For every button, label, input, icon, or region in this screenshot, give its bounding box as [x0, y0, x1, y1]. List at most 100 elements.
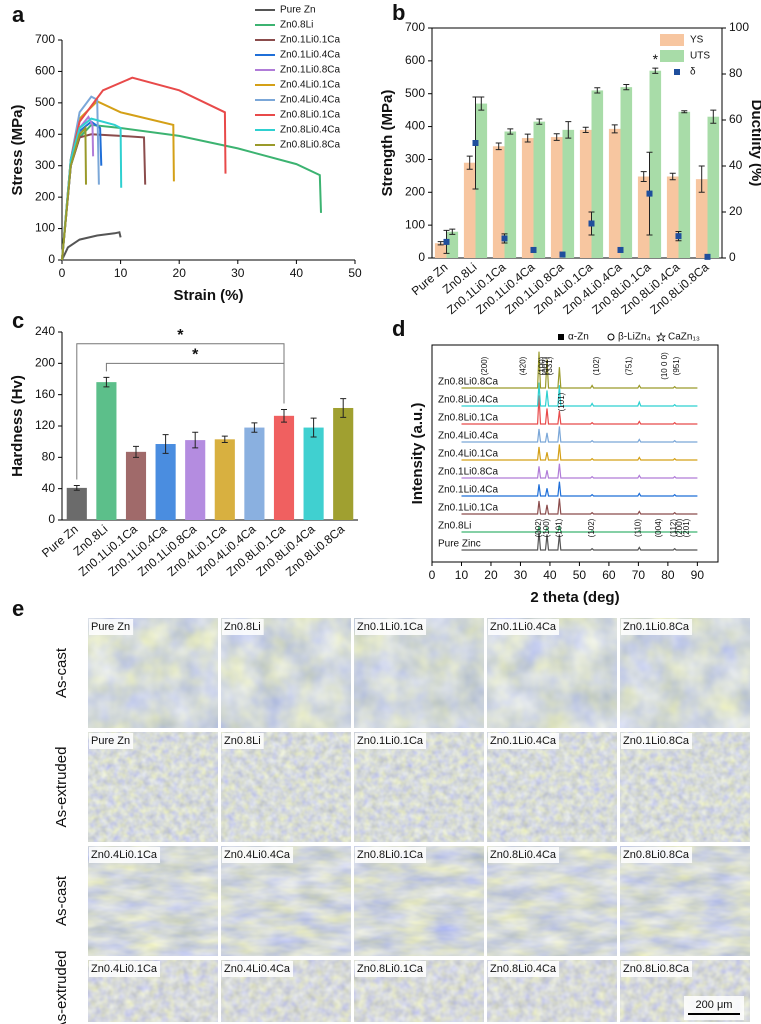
tile-label: Zn0.1Li0.8Ca — [623, 621, 690, 633]
error-bar — [623, 84, 630, 91]
error-bar — [669, 172, 676, 181]
legend-label: α-Zn — [568, 332, 589, 343]
row-label: As-extruded — [53, 747, 70, 828]
tile-label-bg — [621, 847, 693, 863]
tile-label-bg — [355, 619, 427, 635]
row-label: As-cast — [53, 875, 70, 926]
tile-label: Pure Zn — [91, 621, 130, 633]
tile-label: Zn0.4Li0.4Ca — [224, 849, 291, 861]
tile-label: Zn0.4Li0.4Ca — [224, 963, 291, 975]
error-bar — [340, 398, 347, 418]
peak-label: (102) — [592, 356, 601, 375]
bar — [579, 129, 592, 258]
y-tick-label: 160 — [35, 387, 55, 401]
plot-frame — [431, 27, 723, 259]
micrograph — [221, 846, 351, 956]
trace-label: Zn0.8Li0.4Ca — [438, 395, 498, 406]
bar — [533, 121, 546, 259]
y-tick-label: 240 — [35, 324, 55, 338]
micrograph — [354, 618, 484, 728]
error-bar — [710, 109, 717, 124]
tile-label-bg — [488, 619, 560, 635]
point — [472, 140, 479, 146]
peak-label: (004) — [654, 518, 663, 537]
legend-label: Zn0.8Li0.4Ca — [280, 125, 340, 136]
tile-label: Zn0.1Li0.4Ca — [490, 621, 557, 633]
xrd-trace — [461, 463, 698, 479]
y-tick-label: 200 — [35, 356, 55, 370]
micrograph — [620, 732, 750, 842]
tile-label: Zn0.8Li — [224, 735, 261, 747]
trace-label: Zn0.8Li0.8Ca — [438, 377, 498, 388]
curve — [61, 231, 122, 261]
peak-label: (101) — [557, 392, 566, 411]
peak-label: (110) — [634, 519, 643, 537]
x-tick-label: 50 — [573, 568, 587, 582]
row-label: As-cast — [53, 647, 70, 698]
tile-label: Zn0.4Li0.1Ca — [91, 849, 158, 861]
tile-label-bg — [89, 733, 134, 749]
y-tick-label: 120 — [35, 418, 55, 432]
micrograph — [221, 732, 351, 842]
micrograph — [487, 846, 617, 956]
significance-bracket — [105, 362, 285, 404]
legend-swatch — [674, 69, 680, 75]
y2-tick-label: 60 — [729, 112, 743, 126]
row-label: As-extruded — [53, 951, 70, 1024]
xrd-trace — [461, 524, 698, 533]
error-bar — [652, 67, 659, 74]
x-tick-label: 60 — [602, 568, 616, 582]
tile-label: Zn0.1Li0.8Ca — [623, 735, 690, 747]
scale-bar-label: 200 μm — [696, 999, 733, 1011]
y-tick-label: 500 — [35, 95, 55, 109]
tile-label-bg — [488, 961, 560, 977]
error-bar — [594, 87, 601, 94]
legend-symbol — [607, 333, 615, 341]
y-axis-label: Stress (MPa) — [9, 105, 26, 196]
legend-label: Zn0.8Li0.1Ca — [280, 110, 340, 121]
y2-tick-label: 40 — [729, 158, 743, 172]
y-axis-label: Intensity (a.u.) — [409, 403, 426, 505]
tile-label: Zn0.8Li — [224, 621, 261, 633]
panel-label: e — [12, 596, 24, 621]
tile-label-bg — [222, 619, 264, 635]
error-bar — [221, 435, 228, 443]
tile-label-bg — [621, 961, 693, 977]
legend-label: Zn0.1Li0.4Ca — [280, 50, 340, 61]
point — [443, 238, 450, 245]
peak-label: (10 0 0) — [660, 352, 669, 380]
legend-label: δ — [690, 67, 696, 78]
bar — [185, 440, 206, 520]
bar — [591, 90, 604, 258]
peak-label: (100) — [542, 518, 551, 537]
y2-tick-label: 80 — [729, 66, 743, 80]
bar — [96, 382, 117, 520]
error-bar — [437, 241, 444, 246]
bar — [620, 87, 633, 259]
tile-label: Zn0.1Li0.4Ca — [490, 735, 557, 747]
bar — [695, 179, 708, 258]
x-tick-label: 90 — [691, 568, 705, 582]
y2-tick-label: 0 — [729, 250, 736, 264]
error-bar — [681, 110, 688, 114]
peak-label: (112) — [669, 519, 678, 537]
x-tick-label: 0 — [59, 266, 66, 280]
legend-label: Zn0.8Li0.8Ca — [280, 140, 340, 151]
bar — [521, 138, 534, 258]
significance-label: * — [192, 347, 199, 364]
tile-label-bg — [621, 619, 693, 635]
bar — [707, 116, 720, 258]
tile-label: Zn0.4Li0.1Ca — [91, 963, 158, 975]
bar — [273, 415, 295, 520]
legend-label: Zn0.1Li0.1Ca — [280, 35, 340, 46]
error-bar — [611, 124, 618, 134]
tile-label-bg — [222, 847, 294, 863]
panel-label: d — [392, 316, 405, 341]
xrd-trace — [461, 351, 698, 389]
tile-label-bg — [89, 619, 134, 635]
trace-label: Pure Zinc — [438, 539, 481, 550]
tile-label-bg — [89, 961, 161, 977]
x-tick-label: 0 — [429, 568, 436, 582]
peak-label: (331) — [545, 356, 554, 375]
y-axis-label: Hardness (Hv) — [9, 375, 26, 477]
